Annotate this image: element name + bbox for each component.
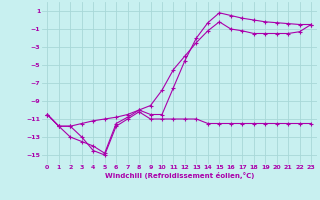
- X-axis label: Windchill (Refroidissement éolien,°C): Windchill (Refroidissement éolien,°C): [105, 172, 254, 179]
